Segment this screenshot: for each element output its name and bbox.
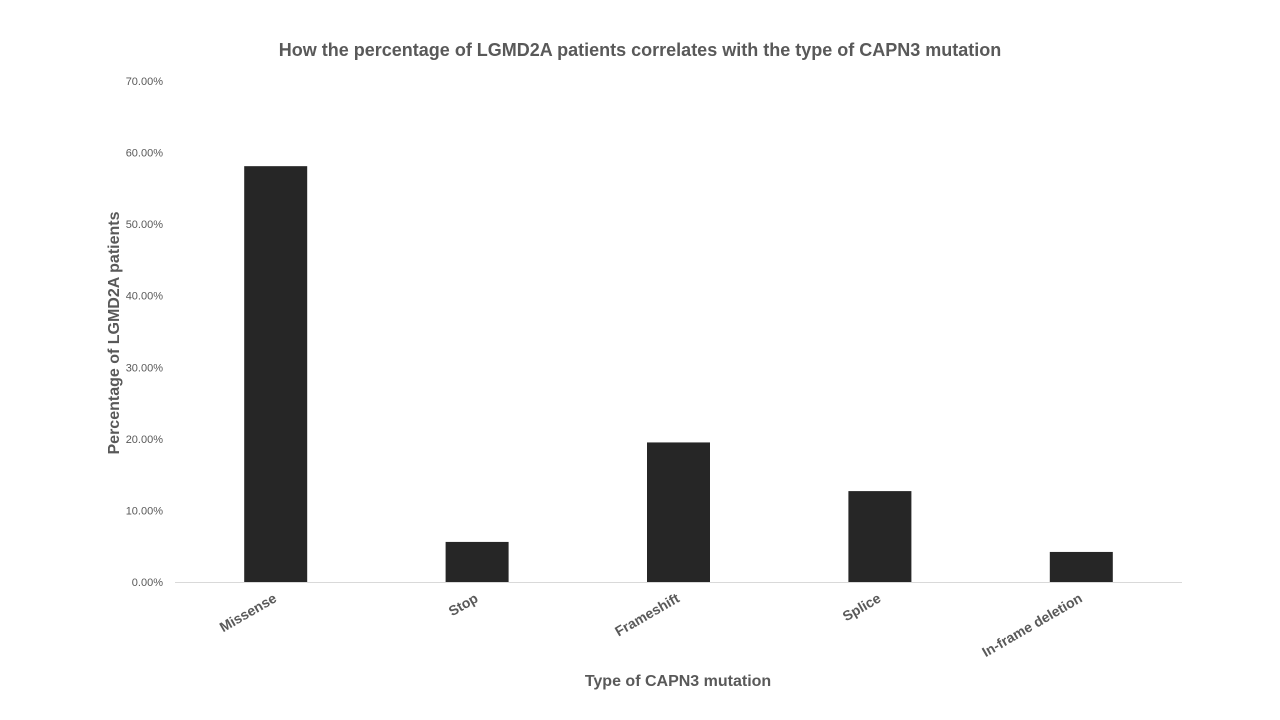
- bar: [445, 541, 509, 582]
- y-tick-label: 20.00%: [126, 434, 164, 446]
- x-tick-label: Stop: [446, 590, 481, 619]
- chart-title: How the percentage of LGMD2A patients co…: [278, 40, 1002, 60]
- bar: [848, 491, 912, 582]
- x-tick-label: Missense: [217, 590, 280, 635]
- x-tick-label: Splice: [840, 590, 884, 625]
- bars: [244, 166, 1113, 583]
- y-axis-title: Percentage of LGMD2A patients: [106, 211, 123, 454]
- y-tick-label: 10.00%: [126, 505, 164, 517]
- bar: [244, 166, 308, 583]
- x-tick-label: Frameshift: [612, 590, 682, 640]
- bar: [647, 442, 710, 582]
- x-tick-label: In-frame deletion: [979, 590, 1085, 660]
- x-axis-title: Type of CAPN3 mutation: [584, 673, 772, 690]
- y-tick-label: 50.00%: [126, 219, 164, 231]
- bar: [1049, 551, 1113, 582]
- y-tick-label: 0.00%: [132, 577, 163, 589]
- y-tick-label: 70.00%: [126, 76, 164, 88]
- y-tick-label: 40.00%: [126, 291, 164, 303]
- y-tick-label: 30.00%: [126, 362, 164, 374]
- y-tick-label: 60.00%: [126, 148, 164, 160]
- y-axis-tick-labels: 0.00% 10.00% 20.00% 30.00% 40.00% 50.00% 60.00…: [126, 76, 164, 589]
- x-axis-tick-labels: Missense Stop Frameshift Splice In-frame del…: [217, 590, 1085, 660]
